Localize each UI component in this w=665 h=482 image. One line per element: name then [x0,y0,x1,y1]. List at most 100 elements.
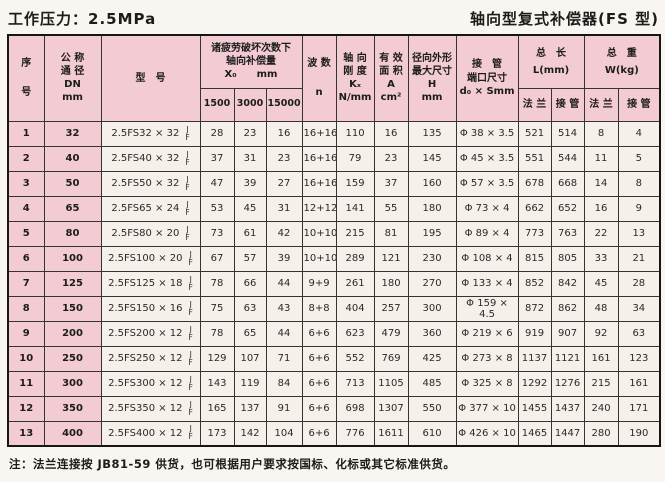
cell-x3000: 31 [233,145,267,172]
cell-n: 12+12 [301,195,337,222]
cell-w_pipe: 123 [617,345,661,372]
table-row: 8 150 2.5FS150 × 16 J F 75 63 43 8+8 404 257 300 Φ 1… [7,295,661,322]
cell-l_flange: 521 [517,120,552,147]
cell-x1500: 78 [199,270,235,297]
model-number: 2.5FS200 × 12 [108,328,183,339]
cell-l_pipe: 668 [550,170,585,197]
cell-a: 1307 [373,395,409,422]
cell-n: 6+6 [301,370,337,397]
cell-x3000: 45 [233,195,267,222]
cell-w_pipe: 190 [617,420,661,447]
cell-port: Φ 273 × 8 [455,345,519,372]
cell-x1500: 78 [199,320,235,347]
header-dn: 公 称 通 径 DN mm [43,34,102,122]
cell-h: 360 [407,320,457,347]
cell-model: 2.5FS65 × 24 J F [100,195,201,222]
cell-w_pipe: 63 [617,320,661,347]
cell-l_pipe: 1276 [550,370,585,397]
model-number: 2.5FS250 × 12 [108,353,183,364]
cell-h: 485 [407,370,457,397]
cell-dn: 150 [43,295,102,322]
cell-model: 2.5FS32 × 32 J F [100,120,201,147]
compensator-spec-table: 序 号 公 称 通 径 DN mm 型 号 诸疲劳破坏次数下 轴向补偿量 X₀ … [7,34,662,447]
cell-x1500: 28 [199,120,235,147]
cell-n: 9+9 [301,270,337,297]
cell-x3000: 107 [233,345,267,372]
cell-k: 110 [335,120,375,147]
header-length-flange: 法 兰 [517,87,552,122]
cell-seq: 8 [7,295,45,322]
cell-port: Φ 57 × 3.5 [455,170,519,197]
cell-l_pipe: 907 [550,320,585,347]
table-row: 5 80 2.5FS80 × 20 J F 73 61 42 10+10 215 81 195 Φ 89… [7,220,661,247]
cell-x15000: 44 [265,270,303,297]
cell-l_flange: 872 [517,295,552,322]
cell-x15000: 31 [265,195,303,222]
cell-h: 300 [407,295,457,322]
cell-n: 6+6 [301,420,337,447]
table-row: 11 300 2.5FS300 × 12 J F 143 119 84 6+6 713 1105 48… [7,370,661,397]
cell-x3000: 66 [233,270,267,297]
header-port-size: 接 管 端口尺寸 d₀ × Smm [455,34,519,122]
cell-n: 8+8 [301,295,337,322]
cell-model: 2.5FS200 × 12 J F [100,320,201,347]
cell-l_pipe: 1121 [550,345,585,372]
cell-model: 2.5FS150 × 16 J F [100,295,201,322]
cell-model: 2.5FS300 × 12 J F [100,370,201,397]
cell-l_pipe: 1447 [550,420,585,447]
cell-w_flange: 45 [583,270,619,297]
cell-l_pipe: 862 [550,295,585,322]
cell-w_flange: 92 [583,320,619,347]
cell-w_flange: 22 [583,220,619,247]
cell-w_pipe: 5 [617,145,661,172]
cell-seq: 2 [7,145,45,172]
cell-x3000: 23 [233,120,267,147]
cell-l_flange: 1465 [517,420,552,447]
cell-l_flange: 852 [517,270,552,297]
cell-seq: 3 [7,170,45,197]
cell-w_pipe: 9 [617,195,661,222]
cell-l_flange: 1292 [517,370,552,397]
cell-l_pipe: 544 [550,145,585,172]
model-number: 2.5FS80 × 20 [111,228,180,239]
header-length-group: 总 长 L(mm) [517,34,585,89]
cell-dn: 250 [43,345,102,372]
cell-model: 2.5FS250 × 12 J F [100,345,201,372]
cell-h: 195 [407,220,457,247]
cell-w_pipe: 34 [617,295,661,322]
cell-k: 261 [335,270,375,297]
product-title: 轴向型复式补偿器(FS 型) [470,10,659,28]
cell-n: 10+10 [301,220,337,247]
cell-l_flange: 815 [517,245,552,272]
header-x0-group: 诸疲劳破坏次数下 轴向补偿量 X₀ mm [199,34,303,89]
model-number: 2.5FS150 × 16 [108,303,183,314]
cell-l_pipe: 763 [550,220,585,247]
cell-x15000: 42 [265,220,303,247]
cell-model: 2.5FS125 × 18 J F [100,270,201,297]
model-number: 2.5FS125 × 18 [108,278,183,289]
cell-l_flange: 678 [517,170,552,197]
cell-x1500: 47 [199,170,235,197]
cell-port: Φ 219 × 6 [455,320,519,347]
cell-seq: 5 [7,220,45,247]
cell-k: 404 [335,295,375,322]
cell-port: Φ 108 × 4 [455,245,519,272]
cell-x3000: 39 [233,170,267,197]
cell-h: 550 [407,395,457,422]
cell-x1500: 75 [199,295,235,322]
cell-port: Φ 426 × 10 [455,420,519,447]
cell-x3000: 137 [233,395,267,422]
cell-x15000: 39 [265,245,303,272]
table-row: 1 32 2.5FS32 × 32 J F 28 23 16 16+16 110 16 135 Φ 38… [7,120,661,147]
header-x0-15000: 15000 [265,87,303,122]
cell-dn: 400 [43,420,102,447]
cell-seq: 4 [7,195,45,222]
cell-w_pipe: 8 [617,170,661,197]
table-row: 13 400 2.5FS400 × 12 J F 173 142 104 6+6 776 1611 6… [7,420,661,447]
